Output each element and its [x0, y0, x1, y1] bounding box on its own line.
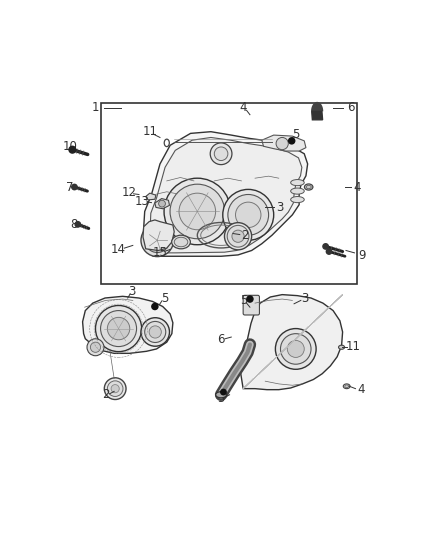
Ellipse shape — [174, 237, 188, 247]
Circle shape — [221, 389, 226, 395]
Text: 4: 4 — [354, 181, 361, 193]
Text: 5: 5 — [217, 392, 224, 405]
Ellipse shape — [306, 185, 311, 189]
Circle shape — [287, 341, 304, 358]
Text: 3: 3 — [128, 285, 136, 298]
Polygon shape — [146, 193, 156, 200]
Circle shape — [247, 296, 253, 302]
Polygon shape — [143, 132, 307, 256]
Circle shape — [107, 317, 130, 340]
Polygon shape — [241, 295, 343, 390]
Circle shape — [232, 230, 244, 243]
Text: 6: 6 — [347, 101, 354, 115]
Polygon shape — [143, 220, 174, 251]
Circle shape — [87, 339, 104, 356]
Ellipse shape — [215, 392, 226, 398]
Circle shape — [210, 143, 232, 165]
Circle shape — [164, 178, 230, 245]
FancyBboxPatch shape — [243, 295, 259, 315]
Circle shape — [179, 193, 215, 230]
Text: 7: 7 — [66, 181, 74, 194]
Ellipse shape — [339, 345, 345, 349]
Ellipse shape — [291, 180, 304, 185]
Circle shape — [145, 228, 170, 253]
Circle shape — [326, 249, 332, 254]
Text: 5: 5 — [292, 127, 300, 141]
Polygon shape — [311, 102, 323, 111]
Circle shape — [104, 378, 126, 400]
Ellipse shape — [343, 384, 350, 389]
Text: 11: 11 — [345, 340, 360, 353]
Circle shape — [276, 328, 316, 369]
Ellipse shape — [172, 235, 191, 249]
Polygon shape — [262, 135, 306, 151]
Text: 5: 5 — [161, 292, 168, 304]
Polygon shape — [155, 199, 170, 209]
Circle shape — [72, 184, 77, 190]
Text: 4: 4 — [240, 101, 247, 115]
Circle shape — [145, 321, 166, 343]
Circle shape — [101, 311, 137, 346]
Polygon shape — [83, 296, 173, 353]
Polygon shape — [150, 138, 302, 253]
Circle shape — [236, 202, 261, 228]
Circle shape — [90, 342, 101, 352]
Text: 1: 1 — [92, 101, 99, 115]
Text: 12: 12 — [121, 187, 136, 199]
Ellipse shape — [304, 184, 313, 190]
Ellipse shape — [291, 197, 304, 203]
Circle shape — [228, 195, 268, 235]
Text: 10: 10 — [63, 140, 78, 153]
Text: 13: 13 — [135, 195, 150, 208]
Circle shape — [95, 305, 141, 352]
Text: 4: 4 — [357, 383, 365, 396]
Ellipse shape — [291, 188, 304, 194]
Text: 3: 3 — [276, 200, 283, 214]
Circle shape — [149, 326, 161, 338]
Circle shape — [75, 222, 81, 227]
Circle shape — [223, 189, 274, 240]
Circle shape — [224, 223, 251, 250]
Text: 2: 2 — [241, 229, 249, 242]
Text: 14: 14 — [111, 243, 126, 256]
Text: 2: 2 — [102, 388, 110, 401]
Polygon shape — [312, 111, 322, 120]
Circle shape — [170, 184, 225, 239]
Bar — [101, 103, 357, 285]
Circle shape — [214, 147, 228, 160]
Text: 3: 3 — [302, 292, 309, 304]
Text: 8: 8 — [71, 218, 78, 231]
Circle shape — [323, 244, 328, 249]
Text: 9: 9 — [358, 249, 366, 262]
Circle shape — [111, 385, 119, 393]
Ellipse shape — [345, 385, 349, 387]
Circle shape — [152, 303, 158, 310]
Circle shape — [227, 225, 249, 247]
Text: 11: 11 — [143, 125, 158, 138]
Circle shape — [141, 318, 170, 346]
Circle shape — [159, 200, 166, 207]
Circle shape — [280, 334, 311, 364]
Text: 15: 15 — [152, 246, 167, 259]
Circle shape — [69, 146, 76, 153]
Circle shape — [289, 138, 295, 144]
Text: 6: 6 — [217, 333, 225, 346]
Circle shape — [276, 138, 288, 150]
Circle shape — [107, 381, 123, 397]
Text: 5: 5 — [240, 294, 248, 307]
Circle shape — [141, 224, 173, 256]
